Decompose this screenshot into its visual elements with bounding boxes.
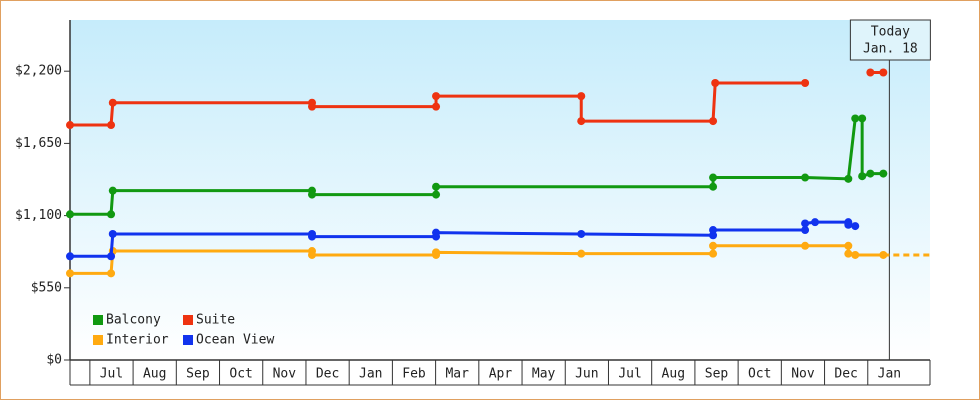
x-tick-label: Jan [878,367,901,382]
point [107,210,116,219]
point [108,98,117,107]
today-box [849,19,931,61]
legend-swatch [183,335,193,345]
point [577,249,586,258]
legend-label: Interior [106,333,169,348]
point [432,248,441,257]
point [801,241,810,250]
point [801,226,810,235]
point [709,241,718,250]
today-label: Jan. 18 [863,42,918,57]
x-tick-label: Sep [186,367,210,382]
point [709,182,718,191]
point [879,250,888,259]
point [577,229,586,238]
y-tick-label: $1,100 [15,208,62,223]
point [107,252,116,261]
x-tick-label: Dec [316,367,339,382]
y-tick-label: $550 [31,280,62,295]
point [577,117,586,126]
point [107,269,116,278]
point [879,169,888,178]
legend-swatch [93,335,103,345]
y-tick-label: $0 [46,353,62,368]
point [851,114,860,123]
x-tick-label: Jul [618,367,641,382]
x-tick-label: Jun [575,367,598,382]
point [66,269,74,278]
point [801,79,810,88]
point [709,173,718,182]
point [844,241,853,250]
x-tick-label: Sep [705,367,729,382]
x-tick-label: Aug [662,367,685,382]
point [858,172,867,181]
point [108,229,117,238]
point [432,182,441,191]
point [801,173,810,182]
point [709,249,718,258]
point [308,102,317,111]
point [66,210,74,219]
x-tick-label: Mar [445,367,469,382]
legend-swatch [183,315,193,325]
y-tick-label: $1,650 [15,136,62,151]
x-tick-label: Nov [273,367,297,382]
y-tick-label: $2,200 [15,64,62,79]
point [866,68,875,77]
legend-label: Suite [196,313,235,328]
point [107,121,116,130]
point [432,92,441,101]
x-tick-label: Oct [748,367,771,382]
x-tick-label: Nov [791,367,815,382]
point [866,169,875,178]
point [801,219,810,228]
x-tick-label: Aug [143,367,166,382]
point [66,121,74,130]
point [844,249,853,258]
point [811,218,820,227]
x-tick-label: May [532,367,556,382]
point [711,79,720,88]
x-tick-label: Dec [834,367,857,382]
point [108,186,117,195]
legend-label: Balcony [106,313,161,328]
x-tick-label: Jan [359,367,382,382]
series-line [70,116,884,216]
x-tick-label: Apr [489,367,513,382]
point [308,190,317,199]
today-label: Today [871,25,910,40]
legend-label: Ocean View [196,333,274,348]
point [709,117,718,126]
point [844,220,853,229]
point [308,232,317,241]
series-line [70,220,856,258]
point [879,68,888,77]
x-tick-label: Jul [100,367,123,382]
point [844,174,853,183]
point [851,222,860,231]
point [709,226,718,235]
point [432,228,441,237]
legend-swatch [93,315,103,325]
x-tick-label: Feb [402,367,426,382]
point [66,252,74,261]
point [577,92,586,101]
point [308,250,317,259]
point [432,190,441,199]
x-tick-label: Oct [229,367,252,382]
point [432,102,441,111]
point [851,250,860,259]
point [858,114,867,123]
